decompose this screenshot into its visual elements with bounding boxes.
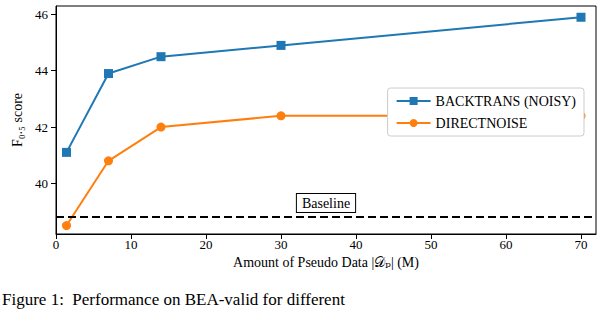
svg-text:Baseline: Baseline bbox=[302, 196, 350, 211]
svg-text:40: 40 bbox=[350, 237, 363, 252]
svg-text:42: 42 bbox=[35, 120, 48, 135]
svg-text:0: 0 bbox=[53, 237, 60, 252]
svg-text:44: 44 bbox=[35, 63, 49, 78]
svg-text:BACKTRANS (NOISY): BACKTRANS (NOISY) bbox=[436, 94, 577, 110]
svg-text:40: 40 bbox=[35, 176, 48, 191]
svg-text:Figure 1: Performance on BEA-: Figure 1: Performance on BEA-valid for d… bbox=[2, 290, 345, 309]
svg-text:30: 30 bbox=[275, 237, 288, 252]
svg-text:60: 60 bbox=[500, 237, 513, 252]
svg-text:20: 20 bbox=[200, 237, 213, 252]
svg-text:70: 70 bbox=[575, 237, 588, 252]
svg-text:46: 46 bbox=[35, 7, 49, 22]
svg-text:F₀.₅ score: F₀.₅ score bbox=[10, 93, 25, 147]
svg-text:10: 10 bbox=[125, 237, 138, 252]
svg-text:50: 50 bbox=[425, 237, 438, 252]
svg-text:DIRECTNOISE: DIRECTNOISE bbox=[436, 116, 528, 131]
svg-text:Amount of Pseudo Data |𝒟ₚ| (M: Amount of Pseudo Data |𝒟ₚ| (M) bbox=[233, 255, 419, 271]
